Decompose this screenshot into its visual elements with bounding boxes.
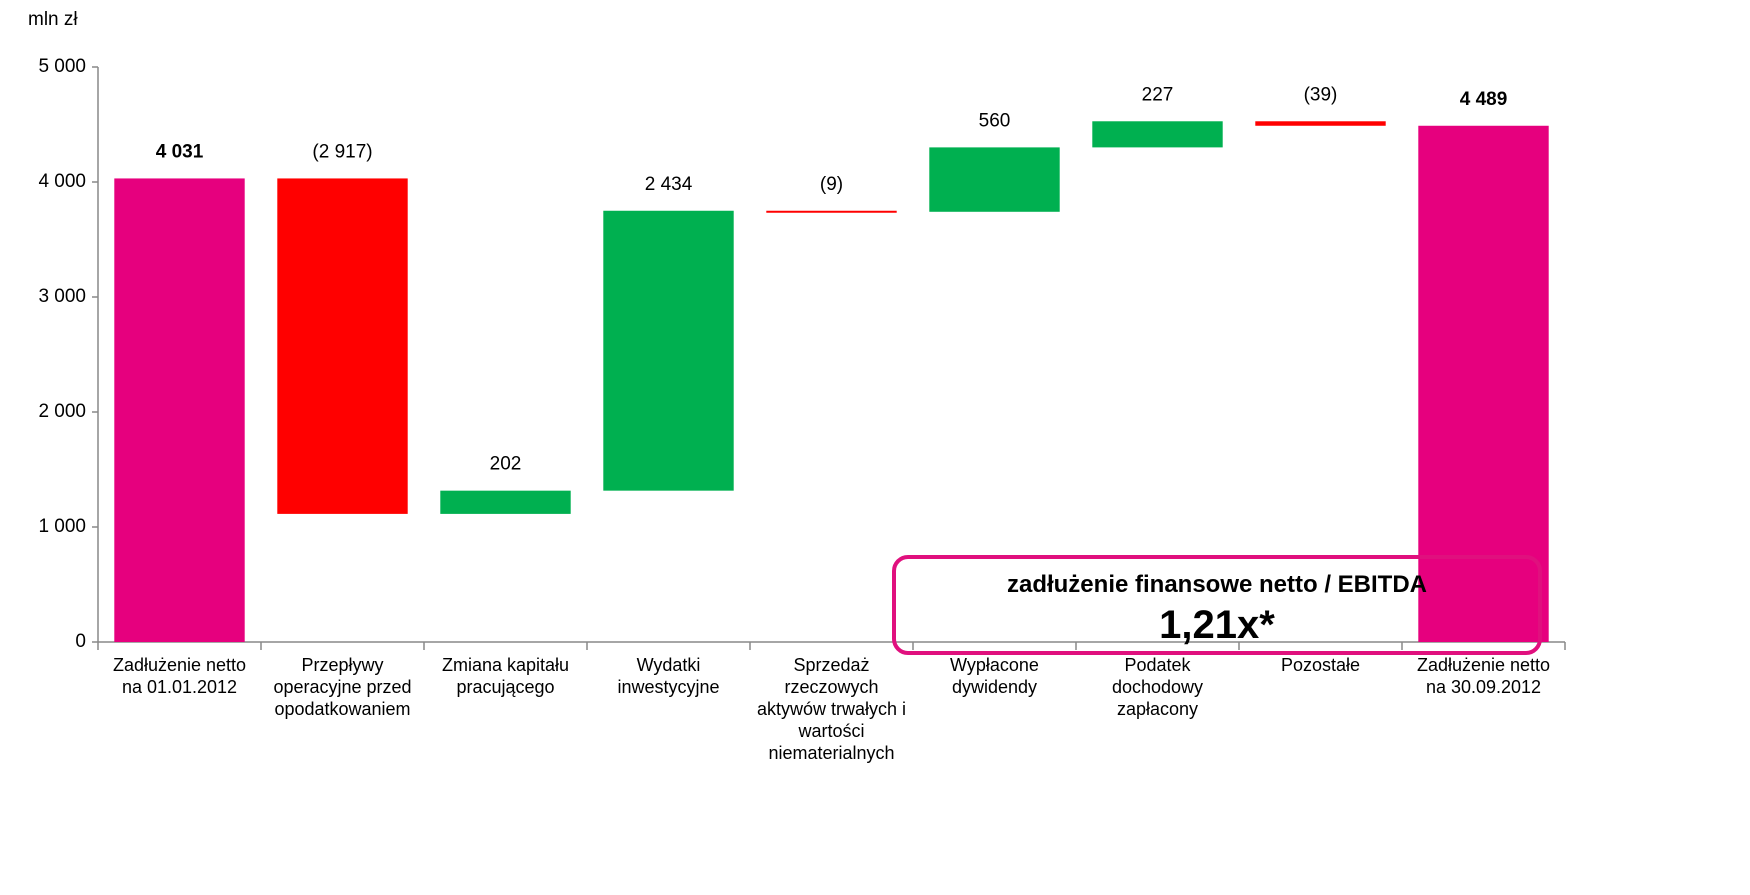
y-tick-label: 1 000	[38, 516, 86, 537]
value-label: 227	[1142, 84, 1174, 105]
bar	[440, 490, 571, 514]
bar	[1092, 121, 1223, 148]
y-axis-label: mln zł	[28, 9, 78, 30]
y-tick-label: 4 000	[38, 171, 86, 192]
annotation-value: 1,21x*	[1159, 603, 1275, 647]
bar	[1255, 121, 1386, 126]
x-tick-label: Zadłużenie netto na 01.01.2012	[112, 655, 247, 697]
bar	[929, 147, 1060, 212]
annotation-title: zadłużenie finansowe netto / EBITDA	[1006, 571, 1428, 598]
y-tick-label: 2 000	[38, 401, 86, 422]
value-label: (39)	[1304, 84, 1338, 105]
bar	[766, 210, 897, 213]
x-tick-label: Zmiana kapitału pracującego	[441, 655, 570, 697]
value-label: 2 434	[645, 174, 693, 195]
bar	[114, 178, 245, 642]
x-tick-label: Pozostałe	[1280, 655, 1361, 675]
value-label: (2 917)	[312, 141, 372, 162]
bar	[603, 210, 734, 491]
annotation-box: zadłużenie finansowe netto / EBITDA 1,21…	[892, 555, 1542, 655]
value-label: (9)	[820, 174, 843, 195]
x-tick-label: Wypłacone dywidendy	[950, 655, 1039, 697]
value-label: 560	[979, 110, 1011, 131]
value-label: 4 489	[1460, 89, 1508, 110]
x-tick-label: Sprzedaż rzeczowych aktywów trwałych i w…	[756, 655, 907, 763]
x-tick-label: Podatek dochodowy zapłacony	[1111, 655, 1204, 719]
y-tick-label: 5 000	[38, 56, 86, 77]
x-tick-label: Przepływy operacyjne przed opodatkowanie…	[273, 655, 412, 719]
bar	[277, 178, 408, 514]
y-tick-label: 0	[75, 631, 86, 652]
value-label: 202	[490, 454, 522, 475]
x-tick-label: Zadłużenie netto na 30.09.2012	[1416, 655, 1551, 697]
y-tick-label: 3 000	[38, 286, 86, 307]
x-tick-label: Wydatki inwestycyjne	[617, 655, 720, 697]
value-label: 4 031	[156, 141, 204, 162]
